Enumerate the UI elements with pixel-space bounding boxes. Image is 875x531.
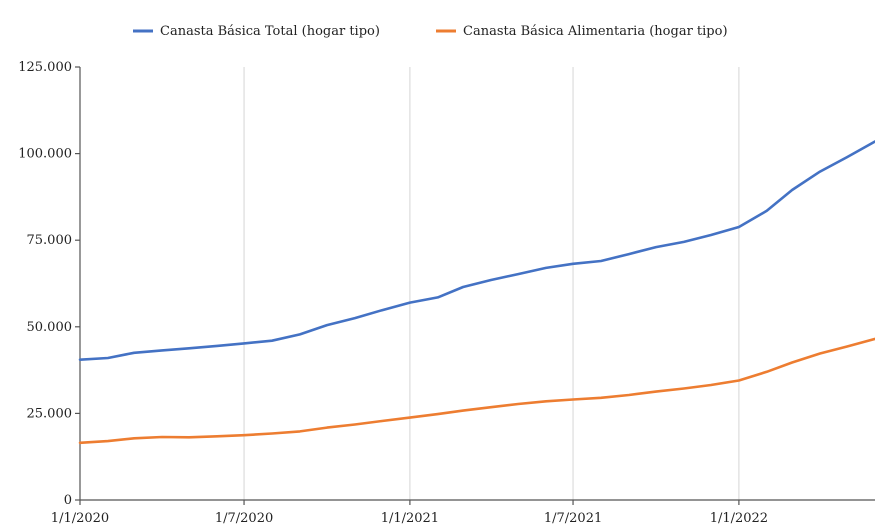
y-tick-label: 25.000 [27, 406, 73, 421]
x-tick-label: 1/7/2020 [215, 511, 273, 526]
y-tick-label: 100.000 [18, 147, 72, 162]
series-line-1 [78, 140, 875, 362]
chart-legend: Canasta Básica Total (hogar tipo) Canasta… [133, 24, 728, 39]
chart-gridlines [243, 67, 740, 500]
y-tick-label: 75.000 [27, 233, 73, 248]
series-line-2 [78, 337, 875, 445]
y-tick-label: 50.000 [27, 320, 73, 335]
x-tick-label: 1/1/2021 [381, 511, 439, 526]
legend-label-2: Canasta Básica Alimentaria (hogar tipo) [463, 24, 728, 39]
x-tick-label: 1/7/2021 [544, 511, 602, 526]
legend-label-1: Canasta Básica Total (hogar tipo) [160, 24, 380, 39]
x-tick-label: 1/1/2022 [710, 511, 768, 526]
y-tick-label: 125.000 [18, 60, 72, 75]
x-tick-label: 1/1/2020 [51, 511, 109, 526]
chart-series [78, 140, 875, 445]
chart-tick-labels: 1/1/2020 1/7/2020 1/1/2021 1/7/2021 1/1/2022… [18, 60, 768, 526]
chart-axes [75, 66, 875, 505]
y-tick-label: 0 [64, 493, 72, 508]
